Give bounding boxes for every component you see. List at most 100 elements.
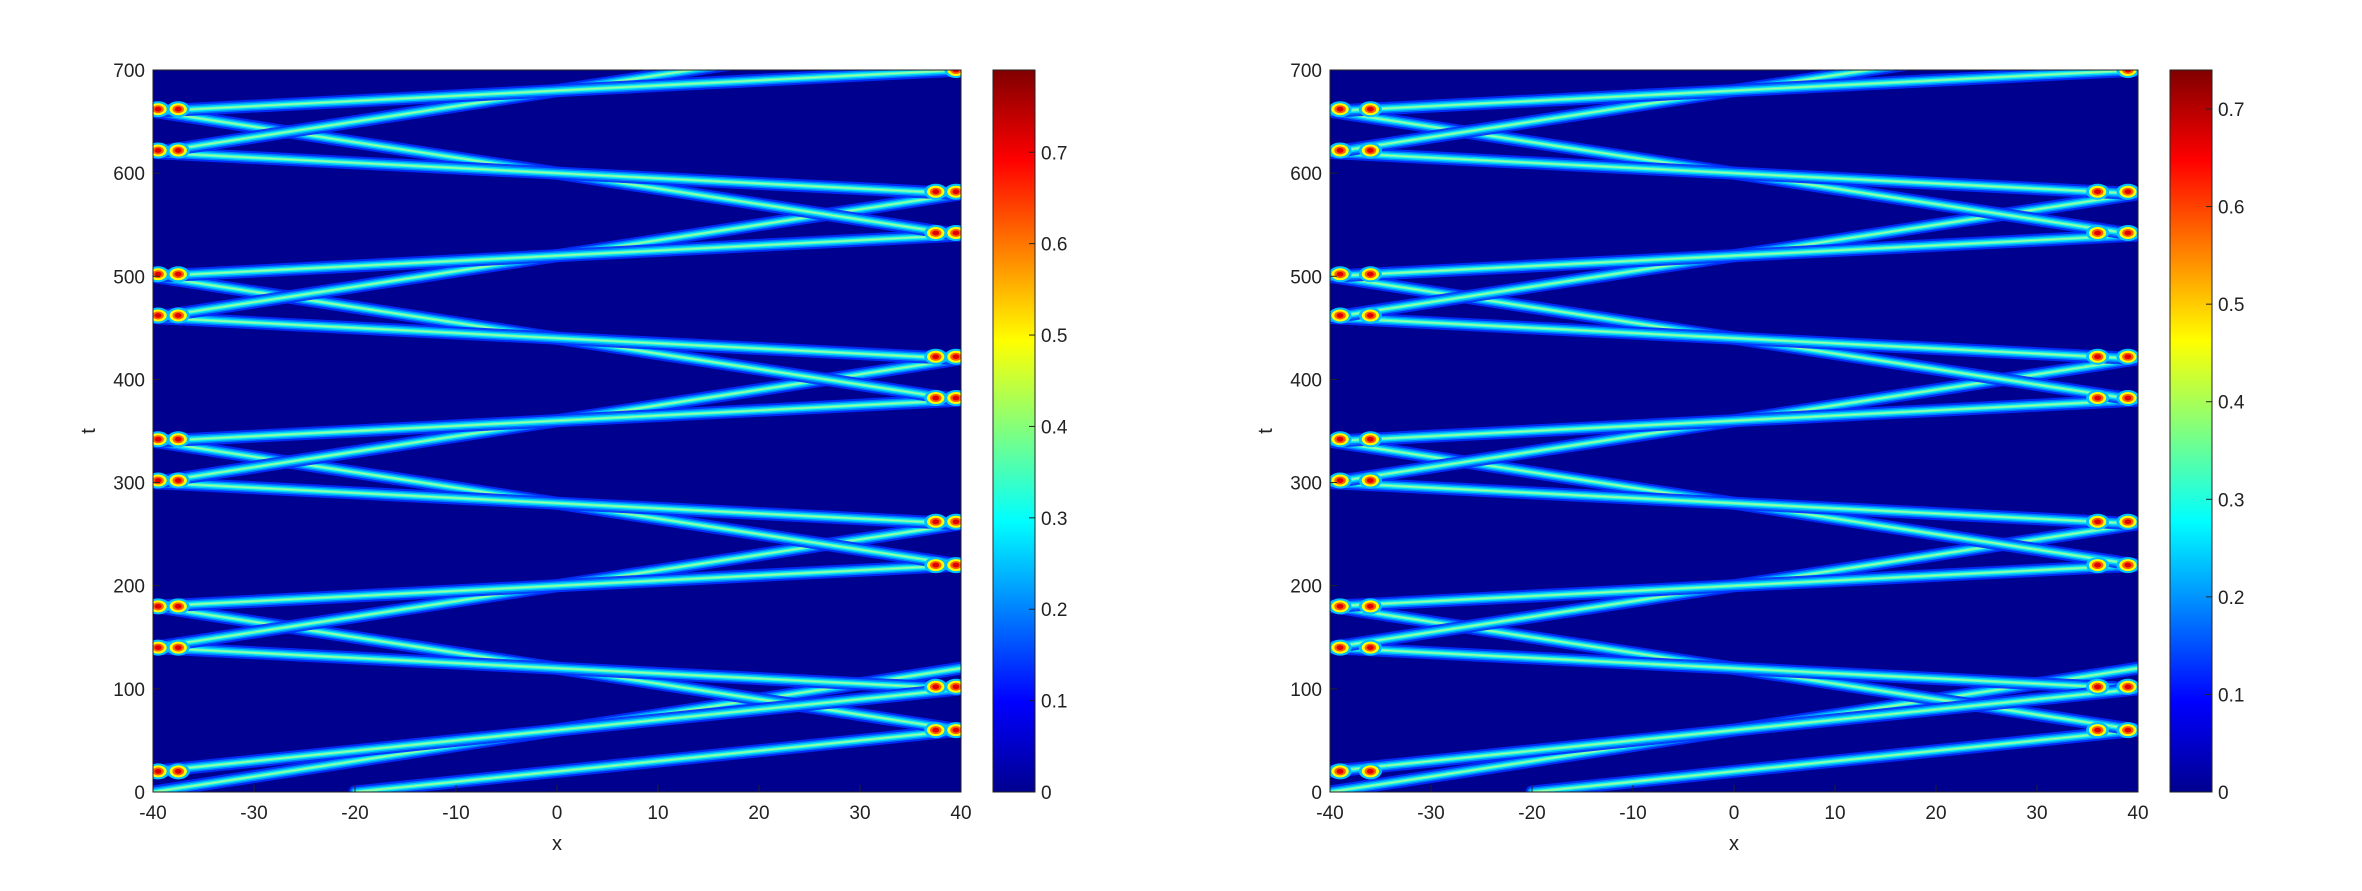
beam-stroke: [153, 481, 961, 525]
hotspot-layer: [932, 519, 940, 525]
beam-12: [153, 311, 961, 366]
beam-4: [1330, 682, 2138, 778]
y-tick-label: 200: [1290, 577, 1322, 598]
hotspot-layer: [154, 478, 162, 483]
beam-stroke: [1330, 646, 2138, 690]
beam-stroke: [1330, 564, 2138, 608]
beam-stroke: [153, 151, 961, 195]
hotspot-32: [1358, 101, 1382, 118]
hotspot-26: [924, 224, 948, 241]
beam-stroke: [1531, 729, 2138, 792]
hotspot-8: [1358, 598, 1382, 615]
hotspot-32: [166, 101, 190, 118]
hotspot-11: [944, 557, 961, 574]
beam-6: [1330, 558, 2138, 613]
hotspot-layer: [2124, 727, 2132, 733]
hotspot-17: [153, 431, 170, 448]
hotspot-layer: [1336, 478, 1344, 483]
colorbar-tick-label: 0.6: [1041, 235, 1067, 256]
colorbar: [2169, 69, 2213, 793]
hotspot-9: [1330, 598, 1352, 615]
hotspot-8: [166, 598, 190, 615]
hotspot-29: [2116, 183, 2138, 200]
hotspot-layer: [174, 313, 182, 318]
hotspot-20: [2086, 348, 2110, 365]
hotspot-layer: [1336, 603, 1344, 609]
beam-stroke: [1330, 70, 2138, 112]
x-axis-label: x: [1729, 833, 1739, 855]
hotspot-31: [153, 142, 170, 159]
beam-16: [153, 146, 961, 201]
hotspot-34: [944, 70, 961, 78]
beam-14: [153, 228, 961, 283]
hotspot-24: [1358, 266, 1382, 283]
hotspot-10: [2086, 557, 2110, 574]
hotspot-20: [924, 348, 948, 365]
colorbar-tick-label: 0.7: [2218, 100, 2244, 121]
hotspot-layer: [2094, 354, 2102, 360]
beam-3: [153, 641, 961, 696]
hotspot-30: [166, 142, 190, 159]
colorbar-tick-label: 0.4: [2218, 393, 2245, 414]
beam-stroke: [1330, 481, 2138, 525]
hotspot-17: [1330, 431, 1352, 448]
hotspot-layer: [2094, 230, 2102, 236]
beam-16: [1330, 146, 2138, 201]
beam-8: [1330, 476, 2138, 531]
hotspot-layer: [2124, 354, 2132, 360]
x-tick-label: 0: [552, 803, 563, 824]
hotspot-24: [166, 266, 190, 283]
hotspot-layer: [2094, 189, 2102, 195]
hotspot-33: [153, 101, 170, 118]
colorbar-tick-label: 0.1: [2218, 685, 2244, 706]
hotspot-layer: [952, 70, 960, 73]
hotspot-22: [166, 307, 190, 324]
hotspot-2: [2086, 722, 2110, 739]
colorbar-tick-label: 0.6: [2218, 198, 2244, 219]
hotspot-layer: [1336, 106, 1344, 112]
hotspot-layer: [952, 189, 960, 195]
beam-stroke: [1330, 234, 2138, 277]
hotspot-4: [924, 678, 948, 695]
y-tick-label: 200: [113, 577, 145, 598]
hotspot-layer: [1336, 271, 1344, 277]
hotspot-21: [944, 348, 961, 365]
beam-stroke: [153, 70, 961, 112]
y-tick-label: 0: [134, 783, 145, 804]
hotspot-layer: [154, 313, 162, 318]
hotspot-layer: [932, 684, 940, 690]
hotspot-30: [1358, 142, 1382, 159]
hotspot-layer: [2124, 519, 2132, 525]
hotspot-layer: [1366, 313, 1374, 318]
hotspot-12: [924, 513, 948, 530]
colorbar-tick-label: 0.1: [1041, 692, 1067, 713]
colorbar-tick-label: 0.2: [1041, 600, 1067, 621]
hotspot-3: [944, 722, 961, 739]
beam-4: [153, 682, 961, 778]
y-axis-label: t: [1255, 428, 1277, 434]
hotspot-layer: [1366, 768, 1374, 774]
hotspot-9: [153, 598, 170, 615]
beam-18: [153, 70, 961, 118]
beam-1: [348, 723, 961, 792]
colorbar: [992, 69, 1036, 793]
beam-10: [1330, 393, 2138, 448]
hotspot-layer: [2124, 189, 2132, 195]
hotspot-6: [166, 639, 190, 656]
hotspot-layer: [2094, 519, 2102, 525]
hotspot-13: [2116, 513, 2138, 530]
colorbar-tick-label: 0.5: [2218, 295, 2244, 316]
hotspot-15: [153, 472, 170, 489]
beam-stroke: [153, 234, 961, 277]
hotspot-0: [1358, 763, 1382, 780]
hotspot-layer: [1336, 436, 1344, 442]
hotspot-layer: [952, 230, 960, 236]
hotspot-layer: [2124, 395, 2132, 401]
hotspot-layer: [2094, 395, 2102, 401]
x-tick-label: -30: [1417, 803, 1444, 824]
beam-stroke: [1330, 688, 2138, 773]
colorbar-tick-label: 0.2: [2218, 588, 2244, 609]
hotspot-5: [2116, 678, 2138, 695]
beam-10: [153, 393, 961, 448]
hotspot-0: [166, 763, 190, 780]
